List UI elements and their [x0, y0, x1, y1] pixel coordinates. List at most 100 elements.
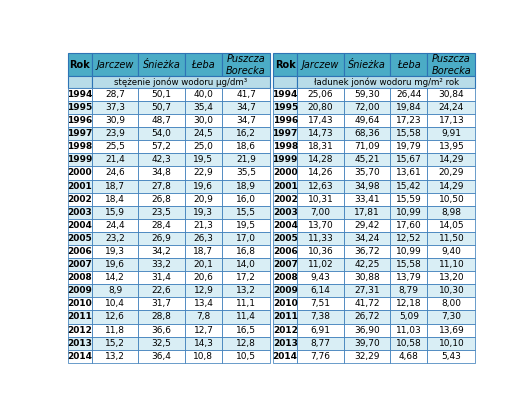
Bar — [390, 166, 427, 179]
Text: 15,67: 15,67 — [396, 155, 422, 164]
Text: 21,4: 21,4 — [105, 155, 125, 164]
Bar — [222, 53, 270, 76]
Bar — [185, 232, 222, 245]
Bar — [297, 114, 343, 127]
Bar — [92, 232, 138, 245]
Bar — [138, 336, 185, 350]
Text: 22,6: 22,6 — [152, 286, 171, 295]
Bar — [273, 324, 297, 336]
Bar — [185, 206, 222, 219]
Bar — [92, 127, 138, 140]
Bar — [138, 324, 185, 336]
Bar — [222, 179, 270, 193]
Bar — [68, 350, 92, 363]
Text: 12,63: 12,63 — [307, 181, 333, 191]
Bar — [273, 193, 297, 206]
Bar — [343, 153, 390, 166]
Bar — [427, 284, 475, 297]
Text: 68,36: 68,36 — [354, 129, 380, 138]
Bar — [273, 153, 297, 166]
Bar — [390, 88, 427, 101]
Bar — [390, 127, 427, 140]
Bar — [222, 153, 270, 166]
Text: 7,51: 7,51 — [311, 299, 330, 308]
Bar — [273, 271, 297, 284]
Text: 33,2: 33,2 — [152, 260, 172, 269]
Text: 10,50: 10,50 — [438, 195, 464, 204]
Bar — [222, 140, 270, 153]
Bar — [427, 114, 475, 127]
Text: 17,23: 17,23 — [396, 116, 421, 125]
Text: 25,06: 25,06 — [307, 90, 333, 99]
Bar — [427, 179, 475, 193]
Bar — [68, 76, 92, 88]
Bar — [273, 53, 297, 76]
Text: 10,4: 10,4 — [105, 299, 125, 308]
Text: 13,20: 13,20 — [439, 273, 464, 282]
Text: 28,4: 28,4 — [152, 221, 171, 230]
Bar — [297, 193, 343, 206]
Bar — [185, 114, 222, 127]
Text: 2002: 2002 — [67, 195, 92, 204]
Bar — [185, 101, 222, 114]
Text: 6,91: 6,91 — [311, 326, 330, 334]
Bar — [138, 258, 185, 271]
Text: 17,13: 17,13 — [438, 116, 464, 125]
Text: 1995: 1995 — [272, 103, 298, 112]
Text: 23,2: 23,2 — [105, 234, 125, 243]
Bar — [185, 350, 222, 363]
Bar — [92, 271, 138, 284]
Bar — [68, 232, 92, 245]
Text: 15,2: 15,2 — [105, 339, 125, 348]
Text: 10,99: 10,99 — [396, 208, 422, 217]
Text: 34,2: 34,2 — [152, 247, 171, 256]
Bar — [343, 193, 390, 206]
Text: 6,14: 6,14 — [311, 286, 330, 295]
Text: 34,24: 34,24 — [354, 234, 379, 243]
Text: 10,10: 10,10 — [438, 339, 464, 348]
Bar — [222, 114, 270, 127]
Bar — [138, 311, 185, 324]
Bar — [427, 193, 475, 206]
Bar — [68, 336, 92, 350]
Text: Łeba: Łeba — [397, 60, 421, 70]
Bar — [427, 206, 475, 219]
Bar — [185, 193, 222, 206]
Bar — [138, 179, 185, 193]
Bar — [427, 88, 475, 101]
Text: 17,60: 17,60 — [396, 221, 422, 230]
Bar — [273, 140, 297, 153]
Text: Rok: Rok — [275, 60, 296, 70]
Bar — [222, 350, 270, 363]
Bar — [427, 127, 475, 140]
Bar — [68, 179, 92, 193]
Text: 1996: 1996 — [67, 116, 92, 125]
Text: 2014: 2014 — [67, 352, 92, 361]
Text: 2011: 2011 — [67, 313, 92, 321]
Bar — [222, 127, 270, 140]
Bar — [343, 206, 390, 219]
Bar — [390, 297, 427, 311]
Text: 14,28: 14,28 — [308, 155, 333, 164]
Bar — [343, 219, 390, 232]
Bar — [343, 114, 390, 127]
Bar — [390, 219, 427, 232]
Text: 2010: 2010 — [67, 299, 92, 308]
Bar — [427, 53, 475, 76]
Text: 19,6: 19,6 — [193, 181, 214, 191]
Bar — [343, 166, 390, 179]
Text: 7,8: 7,8 — [196, 313, 210, 321]
Text: 2006: 2006 — [67, 247, 92, 256]
Text: 13,70: 13,70 — [307, 221, 333, 230]
Text: 19,3: 19,3 — [193, 208, 214, 217]
Text: 10,58: 10,58 — [396, 339, 422, 348]
Text: 20,9: 20,9 — [193, 195, 214, 204]
Bar — [68, 53, 92, 76]
Text: 14,3: 14,3 — [193, 339, 214, 348]
Bar — [222, 232, 270, 245]
Text: Łeba: Łeba — [191, 60, 215, 70]
Text: 18,7: 18,7 — [193, 247, 214, 256]
Text: 7,30: 7,30 — [441, 313, 462, 321]
Text: 36,4: 36,4 — [152, 352, 172, 361]
Text: 2011: 2011 — [273, 313, 298, 321]
